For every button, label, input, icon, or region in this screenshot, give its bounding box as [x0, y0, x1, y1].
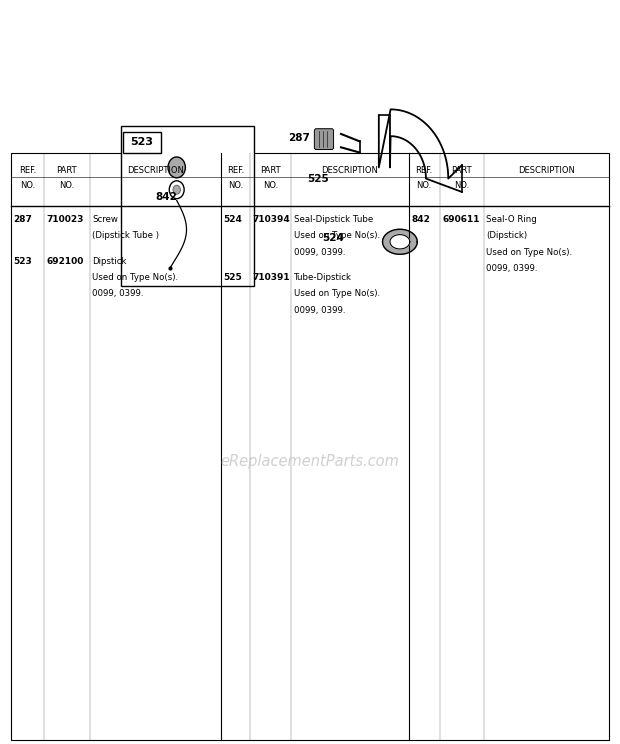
Text: DESCRIPTION: DESCRIPTION [127, 166, 184, 175]
Text: 523: 523 [130, 137, 154, 147]
Text: NO.: NO. [417, 181, 432, 190]
Text: NO.: NO. [454, 181, 469, 190]
Text: Seal-O Ring: Seal-O Ring [486, 215, 537, 224]
Text: Used on Type No(s).: Used on Type No(s). [486, 248, 572, 257]
Text: 525: 525 [307, 173, 329, 184]
Text: (Dipstick Tube ): (Dipstick Tube ) [92, 231, 159, 240]
Text: 692100: 692100 [46, 257, 84, 266]
Text: DESCRIPTION: DESCRIPTION [518, 166, 575, 175]
Text: Used on Type No(s).: Used on Type No(s). [294, 289, 380, 298]
Text: 0099, 0399.: 0099, 0399. [92, 289, 144, 298]
Polygon shape [390, 234, 410, 249]
Bar [462, 173, 476, 185]
Bar [121, 126, 254, 286]
Text: 0099, 0399.: 0099, 0399. [294, 248, 345, 257]
Text: REF.: REF. [19, 166, 36, 175]
Text: PART: PART [56, 166, 77, 175]
Text: REF.: REF. [415, 166, 433, 175]
Text: REF.: REF. [227, 166, 244, 175]
Text: 525: 525 [223, 273, 242, 282]
Text: Dipstick: Dipstick [92, 257, 127, 266]
Text: Tube-Dipstick: Tube-Dipstick [294, 273, 352, 282]
Text: eReplacementParts.com: eReplacementParts.com [221, 454, 399, 469]
Bar [123, 132, 161, 153]
Text: PART: PART [451, 166, 472, 175]
Text: Used on Type No(s).: Used on Type No(s). [294, 231, 380, 240]
Text: NO.: NO. [20, 181, 35, 190]
Text: 524: 524 [322, 233, 344, 243]
Text: Seal-Dipstick Tube: Seal-Dipstick Tube [294, 215, 373, 224]
Text: Used on Type No(s).: Used on Type No(s). [92, 273, 179, 282]
FancyBboxPatch shape [314, 129, 334, 150]
Circle shape [173, 185, 180, 194]
Text: Screw: Screw [92, 215, 118, 224]
Text: 287: 287 [288, 132, 310, 143]
Text: PART: PART [260, 166, 281, 175]
Text: NO.: NO. [263, 181, 278, 190]
Text: 523: 523 [14, 257, 32, 266]
Polygon shape [383, 229, 417, 254]
Text: NO.: NO. [59, 181, 74, 190]
Text: 710391: 710391 [252, 273, 290, 282]
Text: 842: 842 [155, 192, 177, 202]
Text: 0099, 0399.: 0099, 0399. [294, 306, 345, 315]
Text: 710394: 710394 [252, 215, 290, 224]
Text: (Dipstick): (Dipstick) [486, 231, 527, 240]
Text: DESCRIPTION: DESCRIPTION [322, 166, 378, 175]
Circle shape [168, 157, 185, 178]
Text: 710023: 710023 [46, 215, 84, 224]
Text: 690611: 690611 [442, 215, 480, 224]
Text: 524: 524 [223, 215, 242, 224]
Text: NO.: NO. [228, 181, 243, 190]
Text: 842: 842 [411, 215, 430, 224]
Bar [11, 153, 609, 740]
Text: 0099, 0399.: 0099, 0399. [486, 264, 538, 273]
Text: 287: 287 [14, 215, 32, 224]
